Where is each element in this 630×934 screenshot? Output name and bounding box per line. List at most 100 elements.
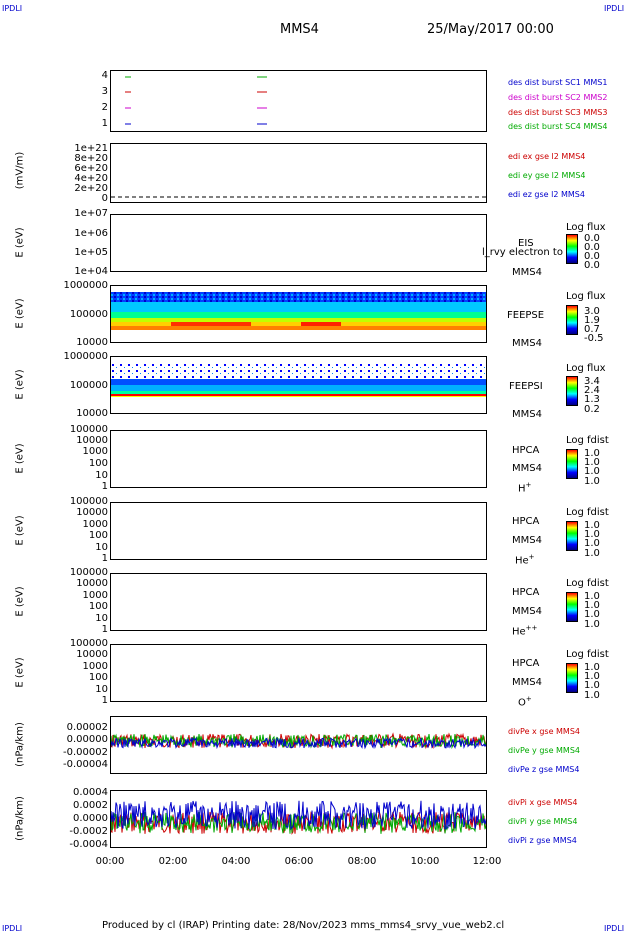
p8-ytick-0: 100000 bbox=[69, 567, 108, 578]
p4-cbar-1: 1.9 bbox=[584, 315, 600, 326]
p9-species: O+ bbox=[518, 695, 532, 709]
p5-colorbar bbox=[566, 376, 578, 406]
corner-label-br: IPDLI bbox=[604, 924, 625, 933]
p1-ytick-0: 4 bbox=[101, 70, 108, 81]
p8-ytick-2: 1000 bbox=[82, 590, 108, 601]
xtick-5: 10:00 bbox=[410, 856, 440, 867]
p11-ytick-2: 0.0000 bbox=[73, 813, 108, 824]
p11-ylabel: (nPa/km) bbox=[14, 796, 26, 841]
p9-ytick-0: 100000 bbox=[69, 638, 108, 649]
p11-ytick-3: -0.0002 bbox=[69, 826, 108, 837]
p2-label-2: edi ez gse l2 MMS4 bbox=[508, 190, 585, 199]
p7-species: He+ bbox=[515, 553, 535, 567]
panel-burst bbox=[110, 70, 487, 132]
p4-inst: FEEPSE bbox=[507, 310, 545, 321]
p5-inst2: MMS4 bbox=[512, 409, 542, 420]
p10-ytick-0: 0.00002 bbox=[66, 722, 108, 733]
p6-ytick-0: 100000 bbox=[69, 424, 108, 435]
p10-ytick-3: -0.00004 bbox=[63, 759, 108, 770]
p6-cbar-3: 1.0 bbox=[584, 476, 600, 487]
panel-divpe bbox=[110, 716, 487, 774]
panel-hpca-h bbox=[110, 430, 487, 488]
p3-cbar-1: 0.0 bbox=[584, 242, 600, 253]
panel-eis bbox=[110, 214, 487, 272]
panel-hpca-o bbox=[110, 644, 487, 702]
p10-ylabel: (nPa/km) bbox=[14, 722, 26, 767]
p8-ytick-3: 100 bbox=[88, 601, 108, 612]
p6-colorbar bbox=[566, 449, 578, 479]
p1-label-1: des dist burst SC2 MMS2 bbox=[508, 93, 608, 102]
p6-ytick-3: 100 bbox=[88, 458, 108, 469]
p2-ytick-5: 0 bbox=[101, 193, 108, 204]
p9-cbar-2: 1.0 bbox=[584, 680, 600, 691]
p9-cbar-title: Log fdist bbox=[566, 649, 609, 660]
panel-hpca-he bbox=[110, 502, 487, 560]
p5-inst: FEEPSI bbox=[509, 381, 543, 392]
p1-ytick-1: 3 bbox=[101, 86, 108, 97]
p9-cbar-1: 1.0 bbox=[584, 671, 600, 682]
trace-divpe-z bbox=[111, 736, 486, 750]
p9-ytick-3: 100 bbox=[88, 672, 108, 683]
p5-cbar-0: 3.4 bbox=[584, 376, 600, 387]
p3-cbar-2: 0.0 bbox=[584, 251, 600, 262]
p9-ytick-1: 10000 bbox=[76, 649, 108, 660]
p3-ylabel: E (eV) bbox=[14, 227, 26, 258]
p8-cbar-0: 1.0 bbox=[584, 591, 600, 602]
p9-inst: HPCA bbox=[512, 658, 540, 669]
corner-label-bl: IPDLI bbox=[2, 924, 23, 933]
p7-ylabel: E (eV) bbox=[14, 515, 26, 546]
feepse-spectrogram bbox=[111, 292, 486, 342]
p4-cbar-2: 0.7 bbox=[584, 324, 600, 335]
xtick-0: 00:00 bbox=[95, 856, 125, 867]
p7-cbar-1: 1.0 bbox=[584, 529, 600, 540]
p9-ytick-5: 1 bbox=[101, 695, 108, 706]
trace-divpi-z bbox=[111, 800, 486, 831]
p10-ytick-2: -0.00002 bbox=[63, 747, 108, 758]
p5-ytick-2: 10000 bbox=[76, 408, 108, 419]
divpe-traces bbox=[111, 732, 486, 750]
p11-ytick-0: 0.0004 bbox=[73, 787, 108, 798]
date-title: 25/May/2017 00:00 bbox=[427, 22, 554, 37]
corner-label-tl: IPDLI bbox=[2, 4, 23, 13]
spacecraft-title: MMS4 bbox=[280, 22, 319, 37]
panel-edi bbox=[110, 143, 487, 203]
p9-ytick-4: 10 bbox=[95, 684, 108, 695]
p5-ytick-1: 100000 bbox=[69, 380, 108, 391]
p8-ytick-1: 10000 bbox=[76, 578, 108, 589]
p7-cbar-3: 1.0 bbox=[584, 548, 600, 559]
p11-ytick-4: -0.0004 bbox=[69, 839, 108, 850]
p3-colorbar bbox=[566, 234, 578, 264]
p4-cbar-title: Log flux bbox=[566, 291, 606, 302]
p7-ytick-0: 100000 bbox=[69, 496, 108, 507]
p1-label-2: des dist burst SC3 MMS3 bbox=[508, 108, 608, 117]
p5-cbar-title: Log flux bbox=[566, 363, 606, 374]
p1-label-0: des dist burst SC1 MMS1 bbox=[508, 78, 608, 87]
p7-cbar-0: 1.0 bbox=[584, 520, 600, 531]
p6-cbar-2: 1.0 bbox=[584, 466, 600, 477]
p7-ytick-3: 100 bbox=[88, 530, 108, 541]
p9-cbar-0: 1.0 bbox=[584, 662, 600, 673]
p2-ytick-3: 4e+20 bbox=[74, 173, 108, 184]
burst-marks bbox=[125, 76, 267, 125]
p3-cbar-3: 0.0 bbox=[584, 260, 600, 271]
p4-ytick-0: 1000000 bbox=[63, 280, 108, 291]
p9-ylabel: E (eV) bbox=[14, 657, 26, 688]
p1-ytick-2: 2 bbox=[101, 102, 108, 113]
p2-ytick-1: 8e+20 bbox=[74, 153, 108, 164]
p4-cbar-3: -0.5 bbox=[584, 333, 604, 344]
p6-ytick-5: 1 bbox=[101, 481, 108, 492]
p3-ytick-3: 1e+04 bbox=[74, 266, 108, 277]
p6-cbar-1: 1.0 bbox=[584, 457, 600, 468]
p9-cbar-3: 1.0 bbox=[584, 690, 600, 701]
p6-cbar-title: Log fdist bbox=[566, 435, 609, 446]
panel-feepse bbox=[110, 285, 487, 343]
p10-label-0: divPe x gse MMS4 bbox=[508, 727, 580, 736]
p1-label-3: des dist burst SC4 MMS4 bbox=[508, 122, 608, 131]
p11-ytick-1: 0.0002 bbox=[73, 800, 108, 811]
p2-ytick-4: 2e+20 bbox=[74, 183, 108, 194]
p7-ytick-2: 1000 bbox=[82, 519, 108, 530]
xtick-3: 06:00 bbox=[284, 856, 314, 867]
p6-ytick-2: 1000 bbox=[82, 446, 108, 457]
xtick-1: 02:00 bbox=[158, 856, 188, 867]
p3-inst2: MMS4 bbox=[512, 267, 542, 278]
